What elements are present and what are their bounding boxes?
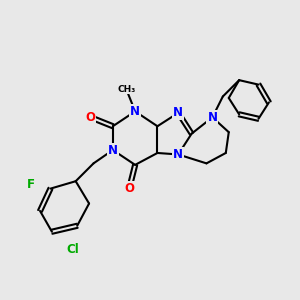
Text: O: O xyxy=(85,111,96,124)
Text: N: N xyxy=(173,106,183,119)
Text: Cl: Cl xyxy=(66,243,79,256)
Text: N: N xyxy=(173,148,183,161)
Text: F: F xyxy=(27,178,35,191)
Text: CH₃: CH₃ xyxy=(117,85,135,94)
Text: N: N xyxy=(130,105,140,118)
Text: O: O xyxy=(124,182,134,195)
Text: N: N xyxy=(108,143,118,157)
Text: N: N xyxy=(207,111,218,124)
